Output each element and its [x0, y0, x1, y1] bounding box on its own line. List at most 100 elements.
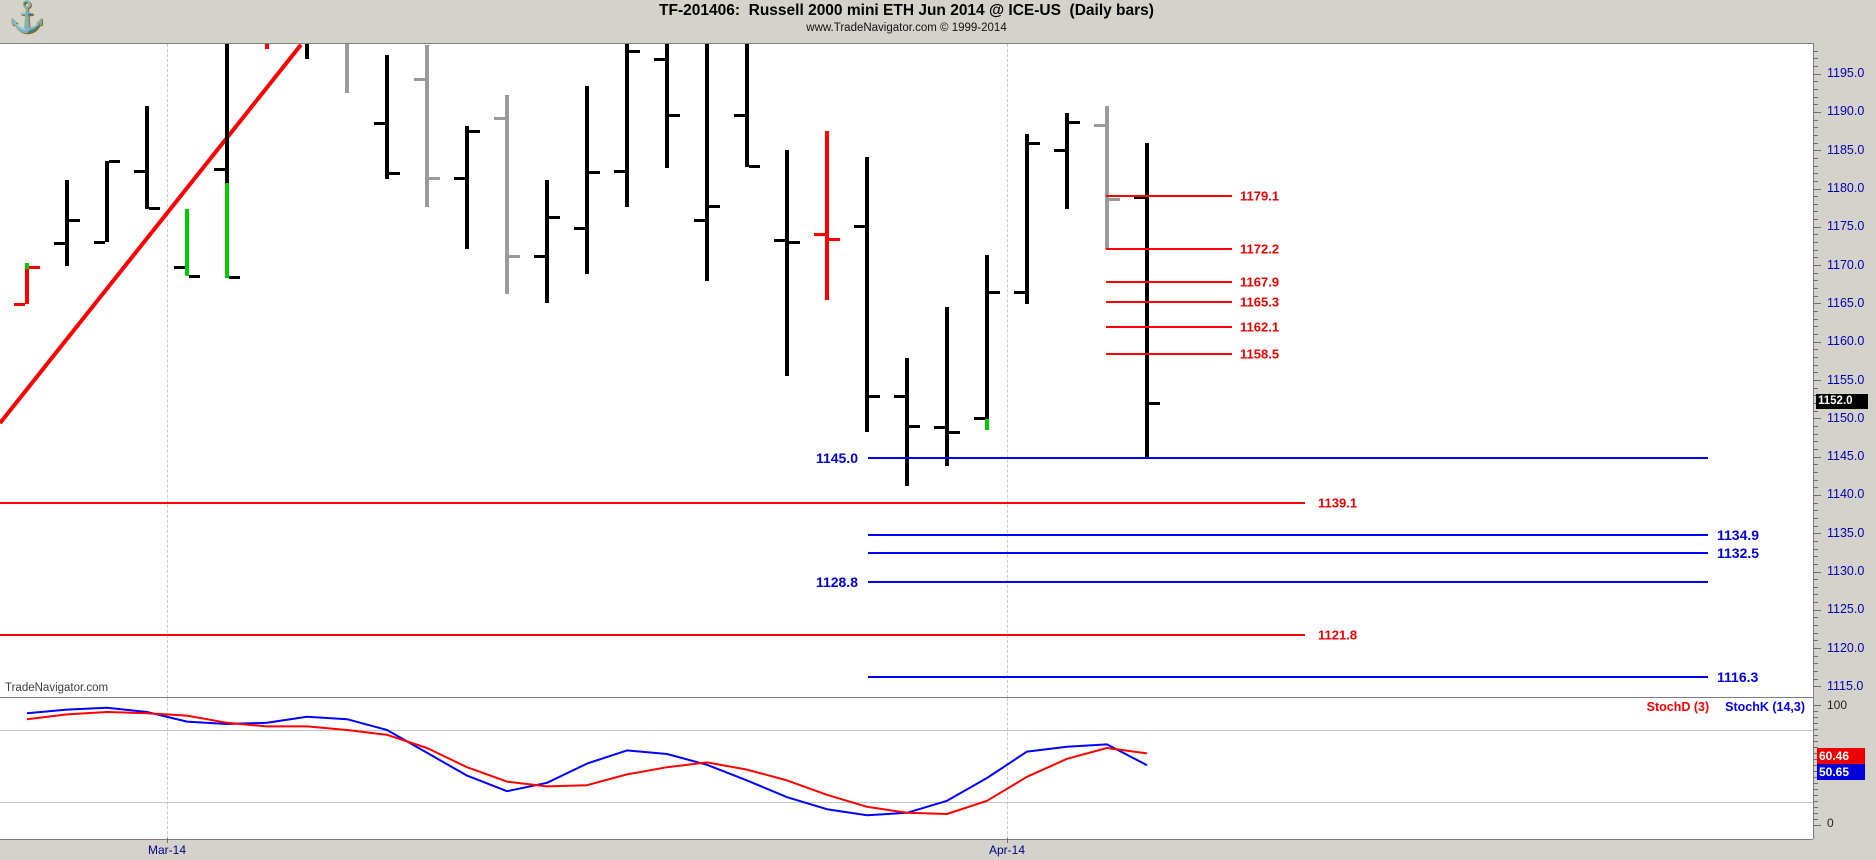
price-axis-major-tick	[1813, 265, 1821, 267]
price-axis-minor-tick	[1813, 663, 1818, 665]
level-label: 1116.3	[1717, 669, 1759, 686]
ohlc-close-tick	[1109, 197, 1120, 201]
price-axis-minor-tick	[1813, 372, 1818, 374]
price-axis-minor-tick	[1813, 104, 1818, 106]
price-axis-minor-tick	[1813, 249, 1818, 251]
ohlc-close-tick	[709, 204, 720, 208]
price-axis-major-tick	[1813, 533, 1821, 535]
price-axis-major-tick	[1813, 188, 1821, 190]
level-line[interactable]	[868, 533, 1708, 536]
ohlc-bar-stem	[65, 179, 69, 267]
ohlc-close-tick	[149, 207, 160, 211]
price-axis-minor-tick	[1813, 58, 1818, 60]
stoch-axis-tick	[1813, 753, 1818, 754]
ohlc-open-tick	[134, 169, 145, 173]
stoch-axis-tick	[1813, 819, 1818, 820]
price-axis-minor-tick	[1813, 357, 1818, 359]
ohlc-bar-stem	[545, 180, 549, 303]
ohlc-bar-stem	[705, 44, 709, 281]
ohlc-open-tick	[854, 224, 865, 228]
level-line[interactable]	[1106, 195, 1232, 198]
ohlc-close-tick	[629, 50, 640, 54]
price-axis-minor-tick	[1813, 173, 1818, 175]
stoch-axis-tick	[1813, 711, 1818, 712]
price-axis-minor-tick	[1813, 425, 1818, 427]
price-axis-minor-tick	[1813, 288, 1818, 290]
level-label: 1132.5	[1717, 545, 1760, 562]
stoch-axis-tick	[1813, 717, 1818, 718]
ohlc-close-tick	[429, 176, 440, 180]
ohlc-bar-stem	[345, 44, 349, 93]
ohlc-bar-stem	[905, 358, 909, 486]
price-axis-label: 1195.0	[1827, 66, 1865, 81]
price-axis-label: 1125.0	[1827, 602, 1865, 617]
ohlc-close-tick	[869, 394, 880, 398]
stoch-legend: StochD (3) StochK (14,3)	[1647, 700, 1805, 714]
price-axis-major-tick	[1813, 341, 1821, 343]
price-axis-label: 1145.0	[1827, 449, 1865, 464]
ohlc-close-tick	[1149, 402, 1160, 406]
level-line[interactable]	[1106, 325, 1232, 328]
ohlc-bar-stem	[865, 157, 869, 433]
level-line[interactable]	[868, 552, 1708, 555]
price-axis-minor-tick	[1813, 602, 1818, 604]
price-axis-minor-tick	[1813, 349, 1818, 351]
level-line[interactable]	[1106, 301, 1232, 304]
price-axis-minor-tick	[1813, 671, 1818, 673]
price-axis-minor-tick	[1813, 487, 1818, 489]
ohlc-open-tick	[14, 302, 25, 306]
stoch-guide-line	[0, 730, 1813, 731]
chart-title: TF-201406: Russell 2000 mini ETH Jun 201…	[659, 2, 1154, 19]
ohlc-open-tick	[654, 57, 665, 61]
ohlc-open-tick	[1054, 148, 1065, 152]
stoch-axis-tick	[1813, 765, 1818, 766]
stoch-panel[interactable]: StochD (3) StochK (14,3)	[0, 697, 1813, 840]
price-axis-minor-tick	[1813, 617, 1818, 619]
level-line[interactable]	[868, 676, 1708, 679]
price-axis-minor-tick	[1813, 81, 1818, 83]
price-axis-minor-tick	[1813, 334, 1818, 336]
price-axis-minor-tick	[1813, 180, 1818, 182]
level-line[interactable]	[0, 501, 1305, 504]
stoch-axis-tick	[1813, 729, 1818, 730]
ohlc-bar-accent	[985, 418, 989, 431]
level-line[interactable]	[1106, 281, 1232, 284]
level-label: 1139.1	[1318, 495, 1358, 511]
level-line[interactable]	[1106, 248, 1232, 251]
stoch-axis-tick	[1813, 801, 1818, 802]
price-axis-minor-tick	[1813, 678, 1818, 680]
price-axis-major-tick	[1813, 648, 1821, 650]
ohlc-open-tick	[614, 169, 625, 173]
trendline[interactable]	[0, 44, 303, 425]
price-axis-major-tick	[1813, 418, 1821, 420]
ohlc-open-tick	[534, 255, 545, 259]
ohlc-close-tick	[589, 171, 600, 175]
price-axis-label: 1155.0	[1827, 372, 1865, 387]
level-line[interactable]	[0, 634, 1305, 637]
ohlc-open-tick	[694, 218, 705, 222]
ohlc-open-tick	[494, 116, 505, 120]
price-axis-major-tick	[1813, 609, 1821, 611]
level-label: 1179.1	[1240, 188, 1280, 204]
price-axis-minor-tick	[1813, 502, 1818, 504]
price-panel[interactable]: TradeNavigator.com 1179.1 1172.2 1167.9 116…	[0, 43, 1813, 698]
level-line[interactable]	[868, 580, 1708, 583]
ohlc-bar-stem	[425, 45, 429, 208]
ohlc-open-tick	[374, 122, 385, 126]
stochk-value-box: 50.65	[1817, 764, 1865, 780]
chart-subtitle: www.TradeNavigator.com © 1999-2014	[806, 22, 1007, 34]
ohlc-bar-stem	[145, 106, 149, 209]
price-axis-minor-tick	[1813, 433, 1818, 435]
stochd-value-box: 60.46	[1817, 748, 1865, 764]
ohlc-open-tick	[414, 78, 425, 82]
price-axis-minor-tick	[1813, 594, 1818, 596]
price-axis-major-tick	[1813, 111, 1821, 113]
price-axis-minor-tick	[1813, 448, 1818, 450]
price-axis-label: 1175.0	[1827, 219, 1865, 234]
price-axis-major-tick	[1813, 303, 1821, 305]
price-axis-major-tick	[1813, 494, 1821, 496]
level-line[interactable]	[1106, 353, 1232, 356]
level-line[interactable]	[868, 456, 1708, 459]
price-axis-minor-tick	[1813, 556, 1818, 558]
